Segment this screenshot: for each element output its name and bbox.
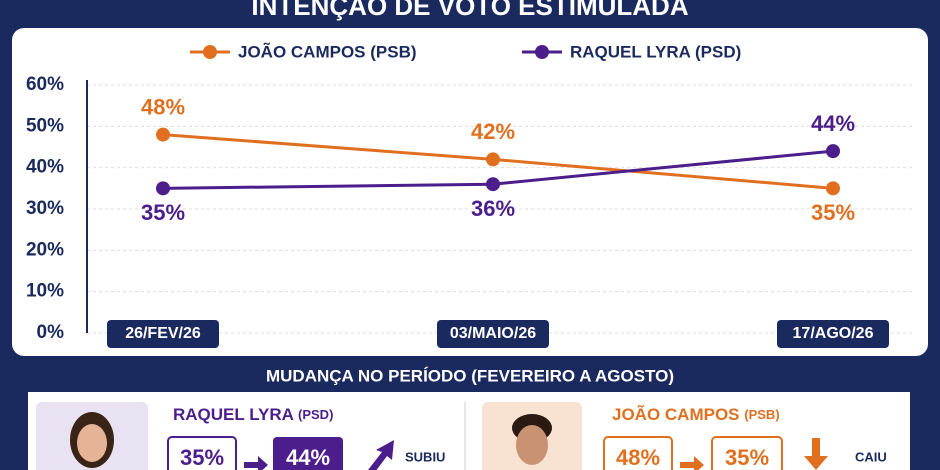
photo-face [516,425,548,465]
from-box [167,436,237,470]
to-value: 44% [286,445,330,470]
chart-title: INTENÇÃO DE VOTO ESTIMULADA [251,0,688,21]
photo-face [77,424,107,462]
value-label: 42% [471,119,515,144]
card-name: JOÃO CAMPOS (PSB) [612,404,780,424]
legend-label: JOÃO CAMPOS (PSB) [238,41,417,61]
x-category-box [107,320,219,348]
y-tick-label: 0% [37,322,65,343]
data-point [826,144,840,159]
y-tick-label: 50% [26,115,64,136]
x-category-box [437,320,549,348]
data-point [156,181,170,196]
x-tick-label: 26/FEV/26 [125,325,201,342]
value-label: 44% [811,111,855,136]
x-category-box [777,320,889,348]
from-value: 35% [180,445,224,470]
legend-swatch-dot [203,45,217,59]
data-point [826,181,840,196]
from-value: 48% [616,445,660,470]
arrow [680,456,704,470]
x-tick-label: 17/AGO/26 [793,325,874,342]
down-arrow [804,438,828,470]
status: SUBIU [405,449,445,464]
y-tick-label: 60% [26,74,64,95]
party: (PSD) [298,407,333,422]
value-label: 36% [471,196,515,221]
data-point [156,127,170,142]
legend-label: RAQUEL LYRA (PSD) [570,42,741,61]
data-point [486,177,500,192]
card-name: RAQUEL LYRA (PSD) [173,405,333,424]
party: (PSB) [744,407,779,422]
to-value: 35% [725,445,769,470]
up-arrow [368,440,394,470]
legend-swatch-dot [535,45,549,59]
chart-card [12,28,928,356]
status: CAIU [855,449,887,464]
to-box [711,436,783,470]
y-tick-label: 30% [26,198,64,219]
from-box [603,436,673,470]
name: RAQUEL LYRA [173,405,294,424]
name: JOÃO CAMPOS [612,404,740,424]
chart: 0% 10% 20% 30% 40% 50% 60% 26/FEV/26 03/MAIO/26 1… [26,41,915,348]
data-point [486,152,500,167]
to-box [273,437,343,470]
panel-title: MUDANÇA NO PERÍODO (FEVEREIRO A AGOSTO) [266,366,674,385]
y-tick-label: 40% [26,157,64,178]
x-tick-label: 03/MAIO/26 [450,325,536,342]
y-tick-label: 10% [26,281,64,302]
arrow [244,456,268,470]
value-label: 35% [811,200,855,225]
value-label: 35% [141,200,185,225]
value-label: 48% [141,94,185,119]
y-tick-label: 20% [26,239,64,260]
